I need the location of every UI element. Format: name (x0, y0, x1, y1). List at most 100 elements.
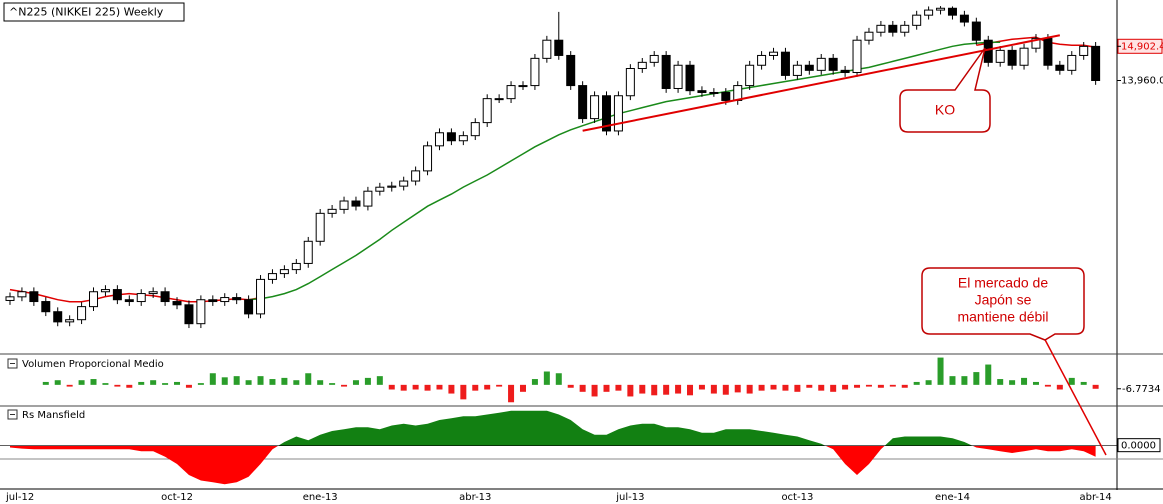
volume-bar (1044, 384, 1051, 387)
candle-body (411, 170, 421, 182)
candle-body (530, 57, 540, 87)
candle-body (232, 297, 242, 301)
volume-bar (519, 384, 526, 392)
volume-bar (54, 380, 61, 385)
candle-body (1031, 37, 1041, 49)
volume-bar (794, 384, 801, 392)
volume-bar (102, 383, 109, 385)
candle-body (542, 39, 552, 59)
volume-bar (197, 383, 204, 385)
candle-body (423, 145, 433, 172)
callout-box (899, 47, 991, 133)
volume-bar (877, 384, 884, 388)
volume-bar (460, 384, 467, 400)
x-tick-label: oct-12 (161, 492, 193, 503)
candle-body (745, 64, 755, 87)
volume-bar (221, 377, 228, 385)
value-label-box (1117, 438, 1161, 453)
volume-bar (937, 357, 944, 385)
volume-bar (842, 384, 849, 390)
candle-body (303, 240, 313, 264)
callout-text: Japón se (975, 292, 1032, 308)
volume-bar (901, 384, 908, 388)
volume-bar (1068, 377, 1075, 385)
volume-bar (245, 380, 252, 385)
volume-bar (675, 384, 682, 394)
candle-body (685, 64, 695, 92)
candle-body (112, 289, 122, 301)
candle-body (924, 9, 934, 16)
panel-title: Rs Mansfield (22, 410, 85, 421)
candle-body (196, 299, 206, 325)
candle-body (279, 269, 289, 275)
volume-bar (341, 384, 348, 387)
candle-body (1043, 37, 1053, 66)
candle-body (1055, 64, 1065, 71)
volume-bar (770, 384, 777, 390)
candle-body (291, 262, 301, 271)
volume-bar (579, 384, 586, 392)
candle-body (267, 273, 277, 280)
candle-body (649, 54, 659, 63)
volume-bar (114, 384, 121, 387)
candle-body (1019, 47, 1029, 66)
candle-body (434, 132, 444, 147)
volume-bar (710, 384, 717, 394)
candle-body (363, 190, 373, 207)
chart-title: ^N225 (NIKKEI 225) Weekly (9, 6, 164, 19)
candle-body (29, 291, 39, 303)
x-tick-label: ene-14 (935, 492, 970, 503)
candle-body (315, 212, 325, 242)
candle-body (757, 54, 767, 66)
candle-body (41, 301, 51, 313)
candle-body (769, 51, 779, 56)
candle-body (602, 95, 611, 132)
volume-bar (400, 384, 407, 391)
volume-bar (209, 373, 216, 385)
candle-body (661, 54, 671, 89)
moving-average (248, 41, 1001, 301)
volume-bar (627, 384, 634, 397)
volume-bar (305, 373, 312, 385)
volume-bar (424, 384, 431, 391)
callout: El mercado de Japón se mantiene débil (921, 267, 1107, 456)
candle-body (995, 49, 1005, 63)
candle-body (959, 14, 969, 23)
volume-bar (1009, 380, 1016, 385)
volume-bar (90, 379, 97, 385)
x-tick-label: jul-12 (5, 492, 34, 503)
volume-bar (806, 384, 813, 388)
volume-bar (162, 383, 169, 385)
volume-bar (412, 384, 419, 390)
candle-body (172, 301, 182, 306)
callout-arrow (1041, 333, 1107, 456)
candle-body (5, 296, 15, 301)
y-tick-label: 14,902.4 (1121, 41, 1163, 52)
volume-bar (854, 384, 861, 388)
volume-bar (830, 384, 837, 392)
volume-bar (973, 372, 980, 385)
volume-bar (925, 380, 932, 385)
volume-bar (1080, 381, 1087, 385)
x-tick-label: oct-13 (781, 492, 813, 503)
candle-body (900, 24, 910, 33)
candle-body (864, 31, 874, 41)
trendline (582, 34, 1061, 132)
volume-bar (663, 384, 670, 395)
candle-body (697, 90, 707, 93)
candle-body (220, 297, 230, 303)
candle-body (816, 57, 826, 71)
volume-bar (1056, 384, 1063, 390)
candle-body (876, 24, 886, 33)
volume-bar (1021, 377, 1028, 385)
candle-body (888, 24, 898, 33)
callout-text: mantiene débil (957, 309, 1048, 325)
volume-bar (782, 384, 789, 391)
volume-bar (281, 377, 288, 385)
volume-bar (865, 384, 872, 387)
volume-bar (364, 377, 371, 385)
candle-body (446, 132, 456, 142)
volume-bar (591, 384, 598, 397)
candle-body (136, 293, 146, 303)
candle-body (339, 200, 349, 210)
